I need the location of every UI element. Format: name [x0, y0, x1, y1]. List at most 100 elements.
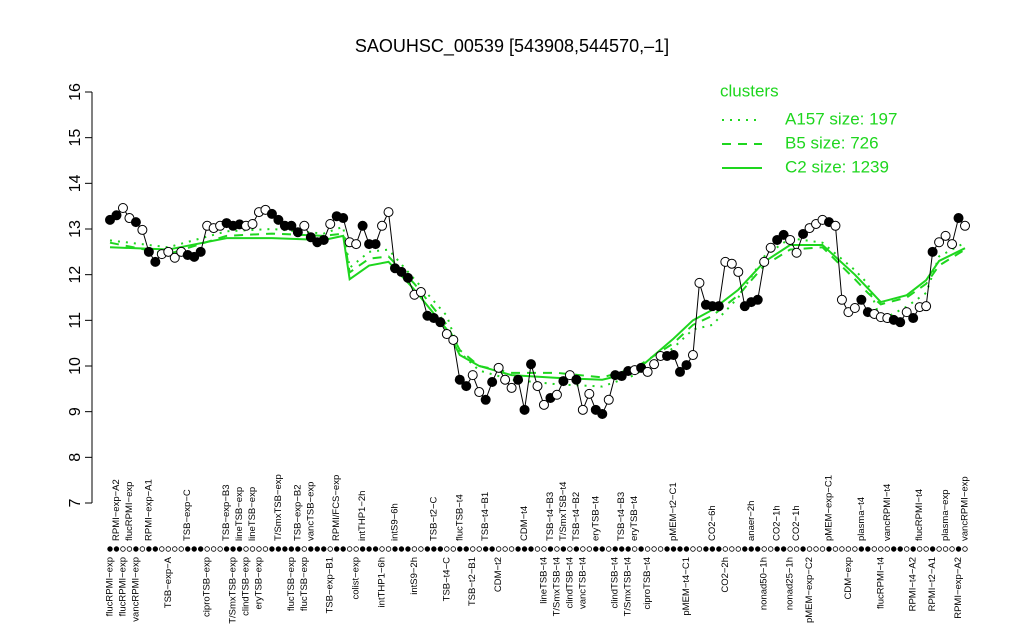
x-tick-label: TSB−t2−B1	[467, 557, 478, 606]
condition-dot	[470, 546, 476, 552]
condition-dot	[742, 546, 748, 552]
condition-dot	[690, 546, 696, 552]
condition-dot	[826, 546, 832, 552]
condition-dot	[904, 546, 910, 552]
x-tick-label: T/SmxTSB−t4	[558, 482, 569, 541]
expression-point	[681, 360, 692, 371]
x-tick-label: TSB−t2−C	[428, 497, 439, 541]
x-tick-label: vancTSB−exp	[305, 482, 316, 541]
condition-dot	[664, 546, 670, 552]
condition-dot	[340, 546, 346, 552]
expression-point	[927, 246, 938, 257]
x-tick-label: CO2−1h	[772, 505, 783, 541]
condition-dot	[424, 546, 431, 552]
expression-point	[772, 234, 783, 245]
condition-dot	[761, 546, 767, 552]
condition-dot	[172, 546, 178, 552]
y-tick-label: 9	[67, 407, 84, 416]
x-tick-label: RPMI/FCS−exp	[331, 475, 342, 541]
x-tick-label: flucRPMI−exp	[124, 482, 135, 541]
condition-dot	[515, 546, 521, 552]
x-tick-label: eryTSB−t4	[590, 496, 601, 541]
condition-dot	[780, 546, 787, 552]
expression-point	[558, 376, 569, 387]
x-tick-label: TSB−exp−B2	[292, 484, 303, 541]
x-tick-label: vancTSB−t4	[577, 557, 588, 609]
condition-dot	[554, 546, 560, 552]
expression-point	[435, 317, 446, 328]
expression-point	[357, 220, 368, 231]
x-tick-label: CDM−t2	[493, 557, 504, 592]
condition-dot	[120, 546, 126, 552]
condition-dot	[236, 546, 243, 552]
condition-dot	[508, 546, 515, 552]
x-tick-label: CO2−2h	[720, 557, 731, 593]
condition-dot	[178, 546, 184, 552]
condition-dot	[476, 546, 482, 552]
condition-dot	[923, 546, 929, 552]
expression-point	[642, 366, 653, 377]
x-tick-label: TSB−exp−A	[163, 556, 174, 608]
x-tick-label: colist−exp	[351, 557, 362, 600]
x-tick-label: pMEM−exp−C1	[823, 475, 834, 541]
condition-dot	[793, 546, 800, 552]
x-tick-label: TSB−t4−B3	[616, 492, 627, 541]
condition-dot	[385, 546, 392, 552]
condition-dot	[249, 546, 256, 552]
condition-dot	[269, 546, 275, 552]
condition-dot	[683, 546, 690, 552]
expression-point	[169, 252, 180, 263]
expression-point	[526, 359, 537, 370]
condition-dot	[942, 546, 949, 552]
x-tick-label: plasma−t4	[856, 497, 867, 541]
y-tick-label: 14	[67, 174, 84, 192]
expression-point	[370, 239, 381, 250]
expression-point	[532, 381, 543, 392]
condition-dot	[534, 546, 541, 552]
x-tick-label: T/SmxTSB−exp	[273, 474, 284, 541]
condition-dot	[262, 546, 269, 552]
condition-dot	[806, 546, 813, 552]
condition-dot	[521, 546, 528, 552]
condition-dot	[729, 546, 735, 552]
x-tick-label: flucRPMI−t4	[914, 489, 925, 541]
condition-dot	[133, 546, 139, 552]
condition-dot	[580, 546, 586, 552]
condition-dot	[334, 546, 340, 552]
y-tick-label: 11	[67, 312, 84, 329]
expression-point	[921, 301, 932, 312]
condition-dot	[372, 546, 379, 552]
expression-point	[247, 218, 258, 229]
condition-dot	[651, 546, 657, 552]
condition-dot	[949, 546, 955, 552]
x-tick-label: lineTSB−exp	[234, 487, 245, 541]
condition-dot	[405, 546, 411, 552]
condition-dot	[197, 546, 204, 552]
x-tick-label: CDM−exp	[843, 557, 854, 600]
expression-point	[584, 388, 595, 399]
expression-point	[895, 317, 906, 328]
expression-point	[713, 301, 724, 312]
condition-dot	[437, 546, 444, 552]
condition-dot	[606, 546, 612, 552]
x-tick-label: clindTSB−t4	[610, 557, 621, 609]
condition-dot	[955, 546, 962, 552]
x-tick-label: anaer−2h	[746, 501, 757, 541]
condition-dot	[787, 546, 793, 552]
expression-point	[163, 246, 174, 257]
y-tick-label: 13	[67, 220, 84, 238]
x-tick-label: flucRPMI−t4	[875, 557, 886, 609]
condition-dot	[897, 546, 903, 552]
condition-dot	[916, 546, 923, 552]
expression-point	[480, 394, 491, 405]
condition-dot	[482, 546, 489, 552]
y-tick-label: 7	[67, 498, 84, 507]
condition-dot	[858, 546, 865, 552]
expression-point	[765, 242, 776, 253]
condition-dot	[398, 546, 405, 552]
condition-dot	[431, 546, 437, 552]
condition-dot	[878, 546, 884, 552]
x-tick-label: ciproTSB−t4	[642, 557, 653, 610]
expression-point	[117, 202, 128, 213]
x-tick-label: RPMI−exp−A2	[953, 557, 964, 619]
